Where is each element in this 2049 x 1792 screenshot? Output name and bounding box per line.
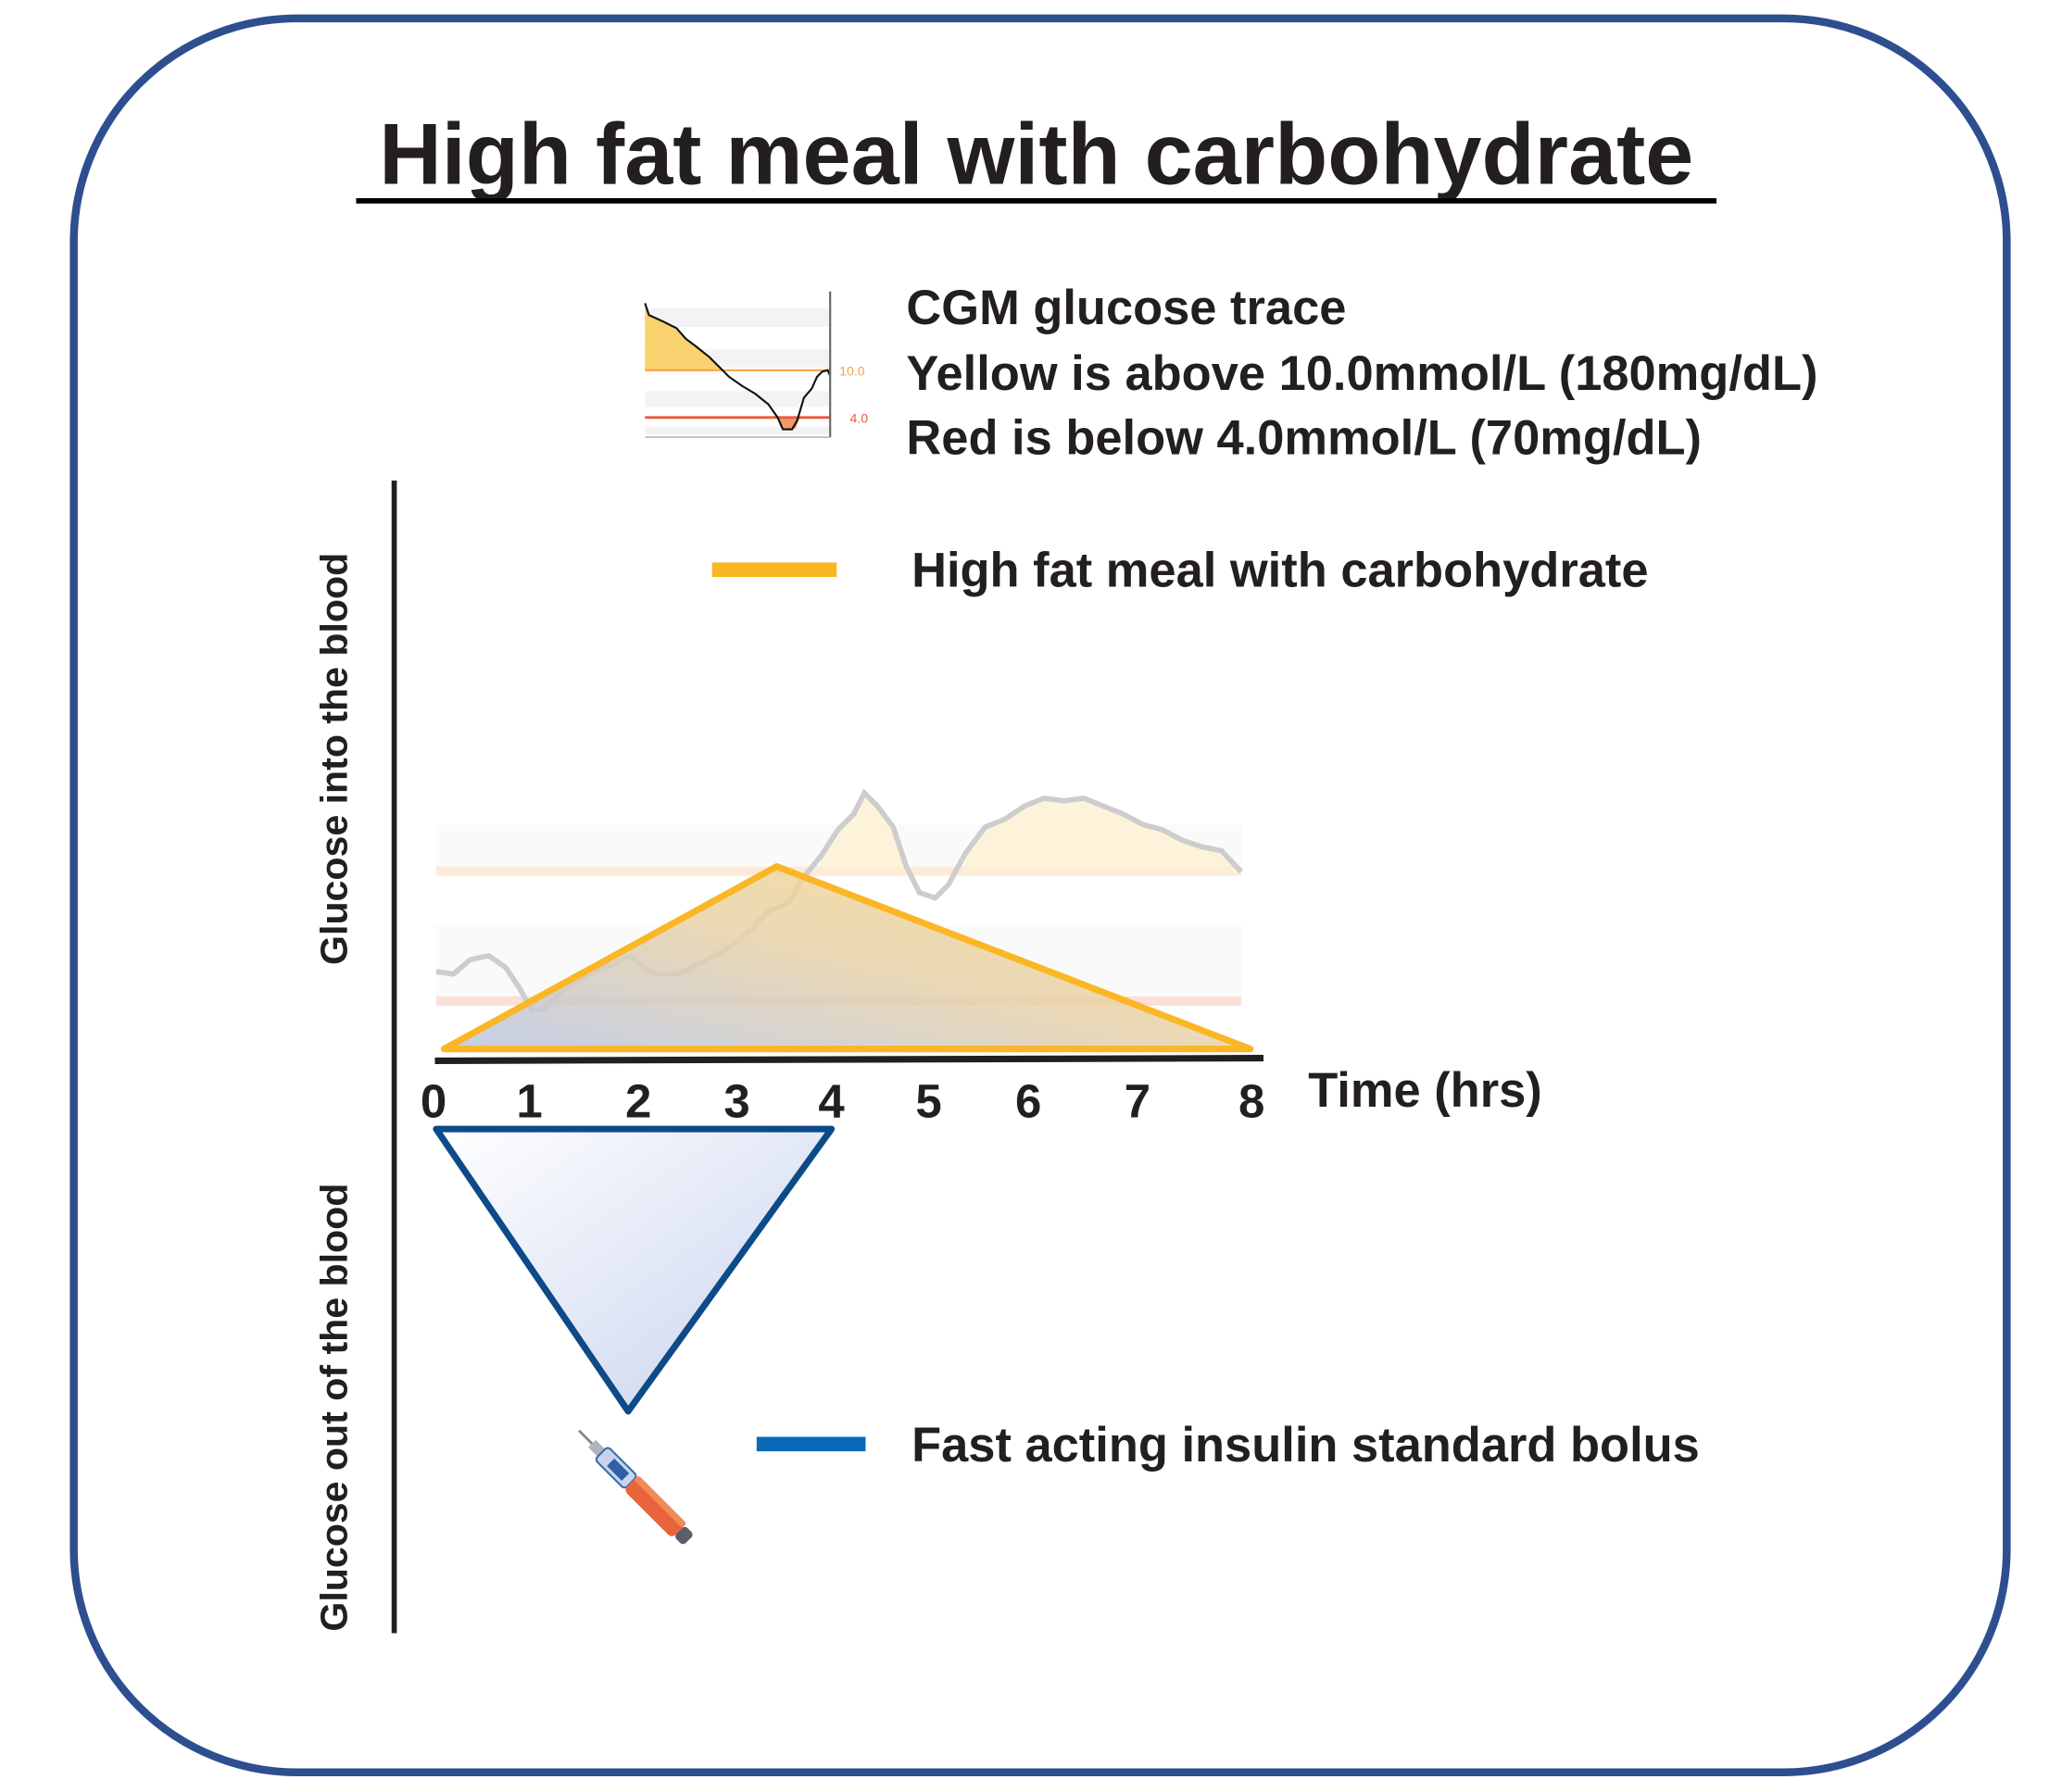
y-label-upper: Glucose into the blood: [313, 553, 356, 965]
cgm-thumb-high-label: 10.0: [839, 364, 865, 379]
x-tick-label: 0: [421, 1074, 446, 1127]
x-tick-label: 4: [818, 1074, 845, 1127]
x-tick-label: 5: [915, 1074, 941, 1127]
x-axis-line: [434, 1055, 1264, 1064]
cgm-legend-line-2: Yellow is above 10.0mmol/L (180mg/dL): [906, 347, 1817, 401]
x-tick-label: 8: [1238, 1074, 1264, 1127]
frame-border: [69, 14, 2011, 1776]
x-axis-label: Time (hrs): [1308, 1064, 1542, 1118]
x-tick-label: 1: [516, 1074, 542, 1127]
x-tick-label: 3: [723, 1074, 749, 1127]
cgm-high-area: [821, 793, 1241, 873]
cgm-thumbnail-icon: 10.0 4.0: [644, 291, 868, 438]
insulin-pen-icon: [578, 1429, 693, 1545]
y-label-lower: Glucose out of the blood: [313, 1184, 356, 1632]
insulin-legend-label: Fast acting insulin standard bolus: [911, 1419, 1700, 1472]
insulin-action-triangle: [433, 1125, 836, 1415]
page-title: High fat meal with carbohydrate: [379, 105, 1693, 202]
cgm-legend-line-3: Red is below 4.0mmol/L (70mg/dL): [906, 411, 1702, 465]
cgm-thumb-low-label: 4.0: [849, 411, 868, 426]
cgm-legend-line-1: CGM glucose trace: [906, 282, 1346, 335]
meal-legend-label: High fat meal with carbohydrate: [911, 545, 1648, 598]
meal-absorption-triangle: [440, 863, 1254, 1053]
x-tick-label: 2: [625, 1074, 651, 1127]
x-tick-label: 6: [1015, 1074, 1041, 1127]
x-tick-label: 7: [1125, 1074, 1150, 1127]
